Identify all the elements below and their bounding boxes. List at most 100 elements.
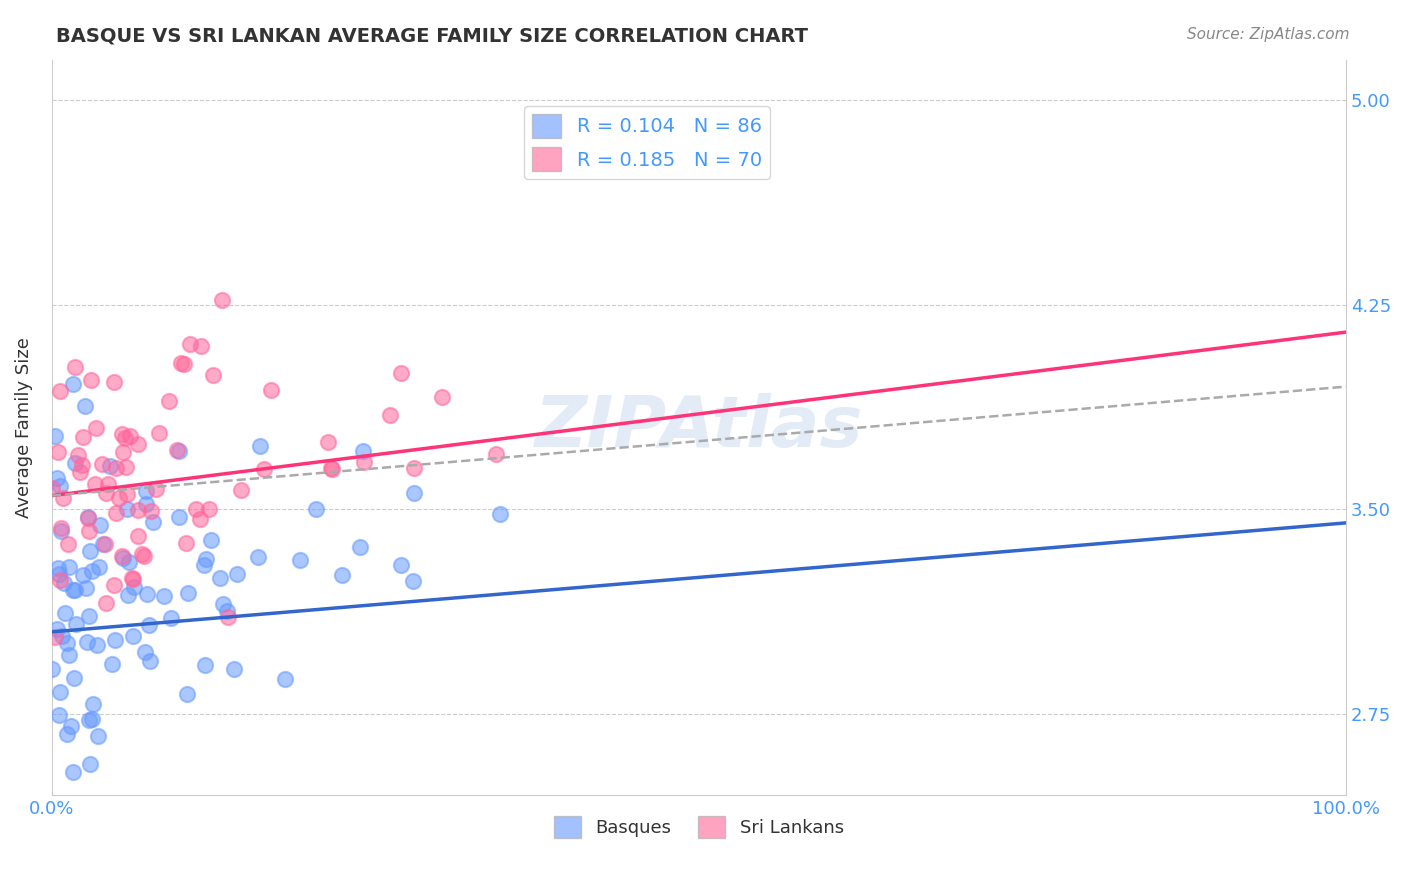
Point	[260, 383, 283, 397]
Point	[79, 609, 101, 624]
Point	[127, 529, 149, 543]
Point	[94, 486, 117, 500]
Point	[49, 521, 72, 535]
Point	[179, 337, 201, 351]
Point	[79, 713, 101, 727]
Point	[246, 550, 269, 565]
Point	[72, 568, 94, 582]
Point	[77, 511, 100, 525]
Point	[72, 430, 94, 444]
Point	[195, 551, 218, 566]
Point	[79, 756, 101, 771]
Point	[111, 551, 134, 566]
Point	[353, 455, 375, 469]
Point	[45, 471, 67, 485]
Point	[48, 479, 70, 493]
Point	[73, 399, 96, 413]
Point	[48, 567, 70, 582]
Point	[131, 547, 153, 561]
Point	[41, 481, 63, 495]
Point	[138, 654, 160, 668]
Point	[62, 376, 84, 391]
Point	[62, 764, 84, 779]
Point	[404, 461, 426, 475]
Point	[118, 555, 141, 569]
Point	[82, 564, 104, 578]
Point	[62, 583, 84, 598]
Point	[63, 582, 86, 597]
Y-axis label: Average Family Size: Average Family Size	[15, 337, 32, 518]
Point	[349, 540, 371, 554]
Point	[121, 571, 143, 585]
Point	[82, 712, 104, 726]
Point	[46, 445, 69, 459]
Point	[91, 458, 114, 472]
Point	[101, 657, 124, 672]
Point	[321, 462, 343, 476]
Point	[46, 561, 69, 575]
Point	[176, 687, 198, 701]
Point	[225, 567, 247, 582]
Point	[120, 429, 142, 443]
Point	[56, 636, 79, 650]
Point	[135, 587, 157, 601]
Point	[193, 558, 215, 573]
Point	[121, 572, 143, 586]
Point	[200, 533, 222, 547]
Point	[217, 609, 239, 624]
Point	[378, 409, 401, 423]
Point	[211, 597, 233, 611]
Point	[41, 662, 63, 676]
Point	[103, 375, 125, 389]
Point	[44, 428, 66, 442]
Point	[75, 582, 97, 596]
Point	[56, 727, 79, 741]
Point	[91, 537, 114, 551]
Point	[198, 502, 221, 516]
Point	[112, 445, 135, 459]
Point	[65, 617, 87, 632]
Point	[58, 537, 80, 551]
Point	[135, 497, 157, 511]
Point	[404, 485, 426, 500]
Point	[82, 698, 104, 712]
Point	[184, 502, 207, 516]
Text: BASQUE VS SRI LANKAN AVERAGE FAMILY SIZE CORRELATION CHART: BASQUE VS SRI LANKAN AVERAGE FAMILY SIZE…	[56, 27, 808, 45]
Point	[177, 586, 200, 600]
Point	[44, 630, 66, 644]
Point	[53, 607, 76, 621]
Point	[224, 662, 246, 676]
Point	[145, 483, 167, 497]
Point	[48, 384, 70, 398]
Legend: Basques, Sri Lankans: Basques, Sri Lankans	[547, 809, 851, 846]
Text: Source: ZipAtlas.com: Source: ZipAtlas.com	[1187, 27, 1350, 42]
Point	[108, 491, 131, 505]
Point	[316, 434, 339, 449]
Point	[211, 293, 233, 307]
Point	[60, 719, 83, 733]
Point	[122, 580, 145, 594]
Text: ZIPAtlas: ZIPAtlas	[534, 393, 863, 462]
Point	[389, 558, 412, 573]
Point	[330, 567, 353, 582]
Point	[134, 549, 156, 563]
Point	[489, 508, 512, 522]
Point	[80, 373, 103, 387]
Point	[253, 462, 276, 476]
Point	[148, 426, 170, 441]
Point	[138, 618, 160, 632]
Point	[142, 515, 165, 529]
Point	[58, 648, 80, 662]
Point	[94, 537, 117, 551]
Point	[202, 368, 225, 382]
Point	[79, 524, 101, 539]
Point	[87, 560, 110, 574]
Point	[105, 460, 128, 475]
Point	[97, 476, 120, 491]
Point	[290, 553, 312, 567]
Point	[231, 483, 253, 498]
Point	[53, 576, 76, 591]
Point	[51, 629, 73, 643]
Point	[389, 366, 412, 380]
Point	[169, 356, 191, 370]
